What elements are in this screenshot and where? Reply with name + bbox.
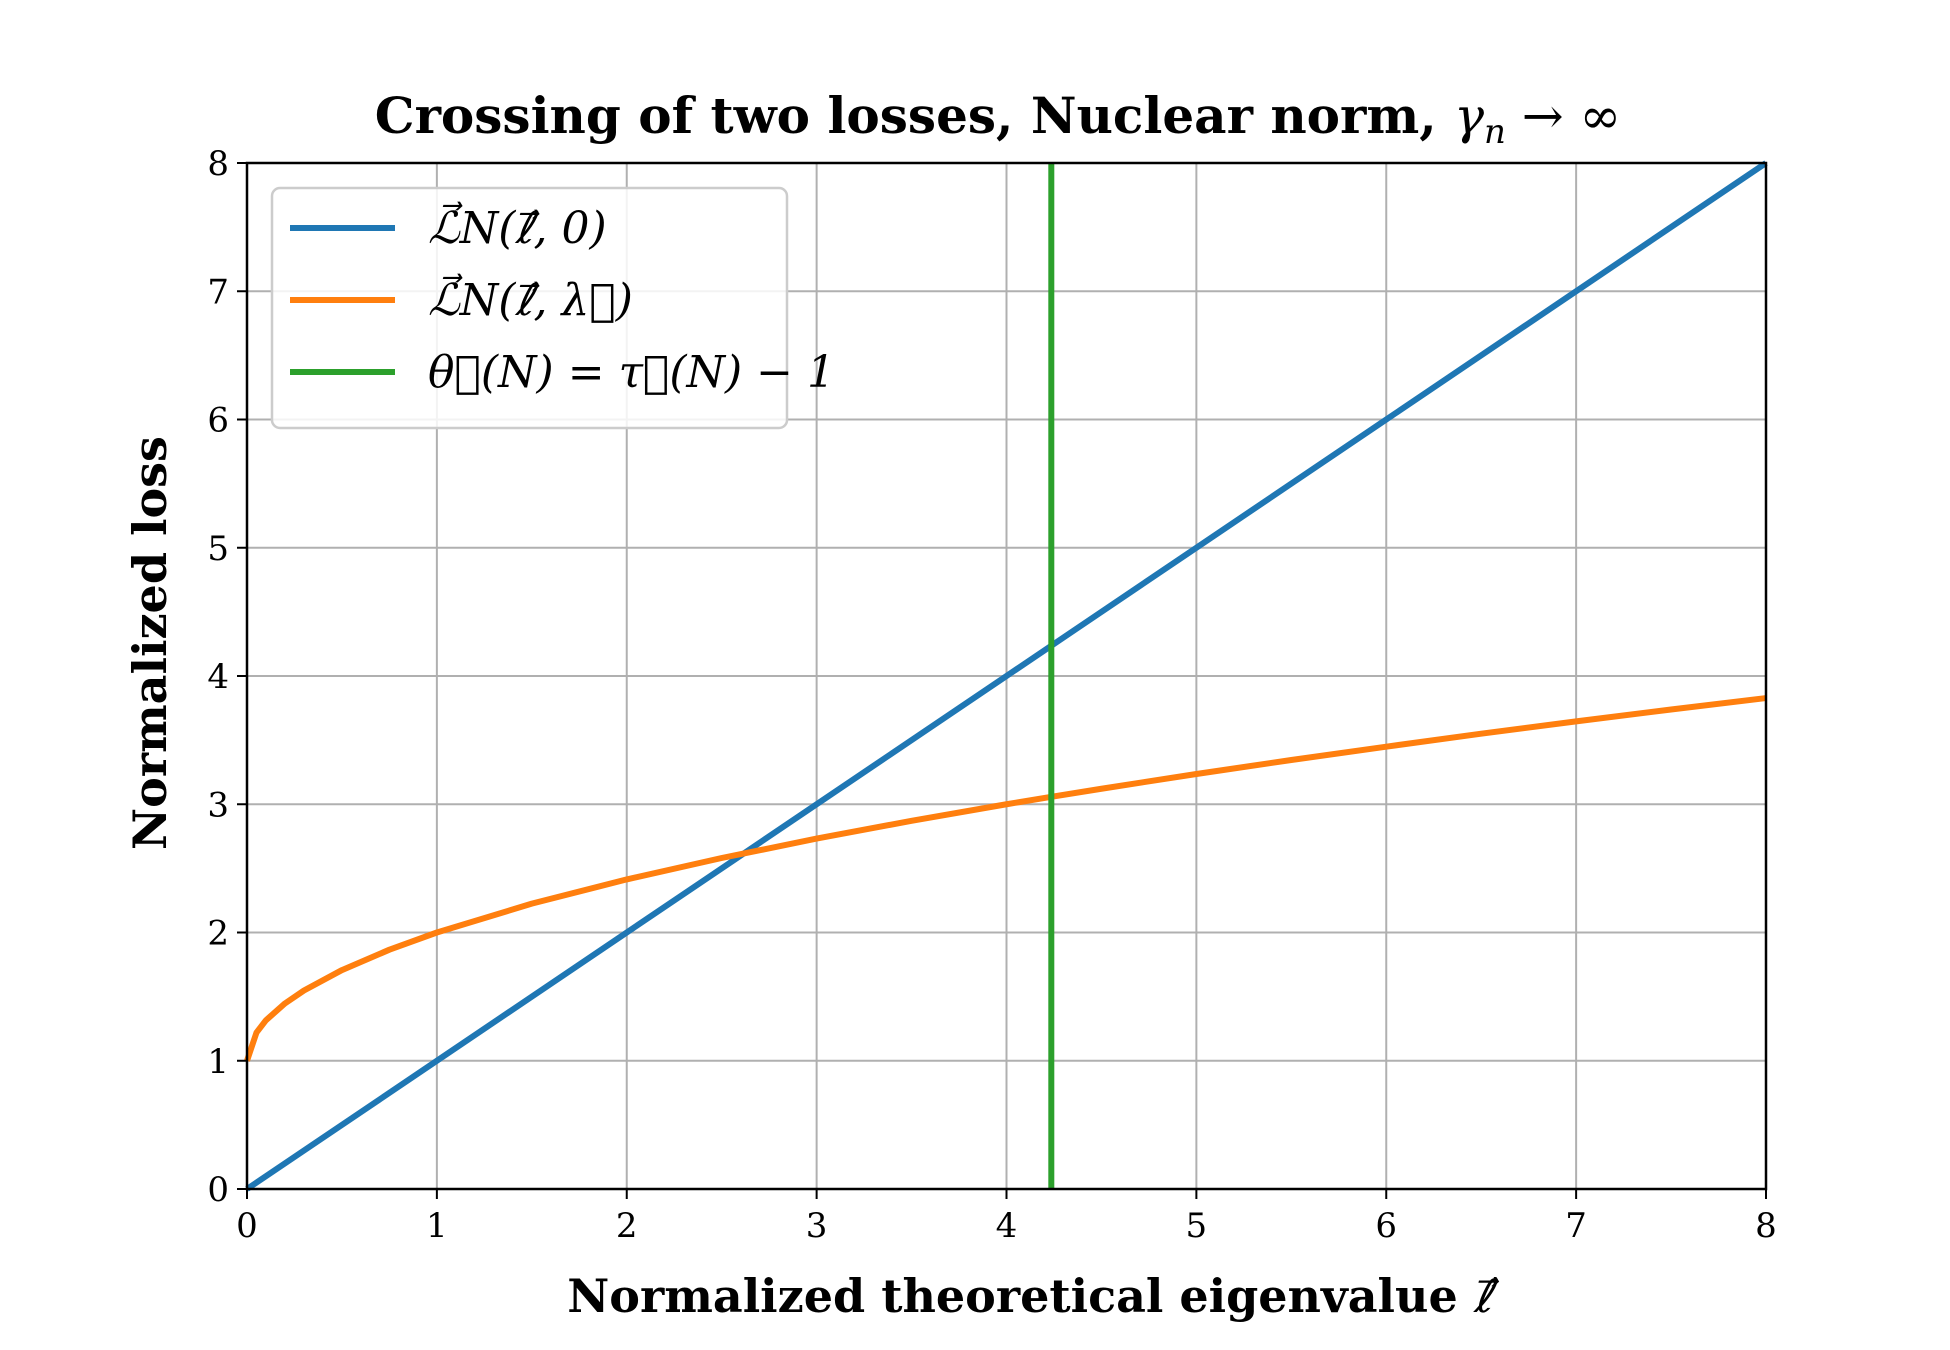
x-axis-label-math: ℓ⃗ [1473,1269,1500,1323]
chart-title-math-sub: n [1484,112,1506,152]
legend-label-2: θ⃗(N) = τ⃗(N) − 1 [428,347,835,398]
series-line-1 [244,695,1767,1062]
x-tick-label: 8 [1755,1206,1777,1246]
y-tick-label: 0 [207,1170,229,1210]
chart-title-text: Crossing of two losses, Nuclear norm, [375,86,1454,145]
x-tick-label: 7 [1565,1206,1587,1246]
x-axis-label-text: Normalized theoretical eigenvalue [567,1269,1473,1323]
y-tick-label: 7 [207,272,229,312]
x-axis-label: Normalized theoretical eigenvalue ℓ⃗ [567,1269,1499,1323]
y-tick-label: 6 [207,401,229,441]
legend: ℒ⃗N(ℓ⃗, 0) ℒ⃗N(ℓ⃗, λ⃗) θ⃗(N) = τ⃗(N) − 1 [270,186,835,430]
y-tick-label: 4 [207,657,229,697]
chart-title-math: γ [1454,87,1484,145]
y-axis-label: Normalized loss [123,436,177,850]
ticks: 0 1 2 3 4 5 6 7 8 0 1 2 3 4 5 6 7 8 [207,144,1776,1246]
y-tick-label: 1 [207,1042,229,1082]
legend-label-1: ℒ⃗N(ℓ⃗, λ⃗) [428,273,633,326]
x-tick-label: 6 [1375,1206,1397,1246]
y-tick-label: 8 [207,144,229,184]
x-tick-label: 4 [996,1206,1018,1246]
series-layer [244,160,1768,1192]
x-tick-label: 1 [426,1206,448,1246]
y-tick-label: 2 [207,914,229,954]
y-tick-label: 3 [207,785,229,825]
series-line-0 [245,160,1768,1192]
chart-title: Crossing of two losses, Nuclear norm, γn… [375,86,1621,152]
x-tick-label: 5 [1186,1206,1208,1246]
x-tick-label: 3 [806,1206,828,1246]
x-tick-label: 0 [236,1206,258,1246]
legend-label-0: ℒ⃗N(ℓ⃗, 0) [428,201,607,254]
x-tick-label: 2 [616,1206,638,1246]
chart-title-math-tail: → ∞ [1506,87,1621,145]
legend-box [270,186,789,430]
y-tick-label: 5 [207,529,229,569]
